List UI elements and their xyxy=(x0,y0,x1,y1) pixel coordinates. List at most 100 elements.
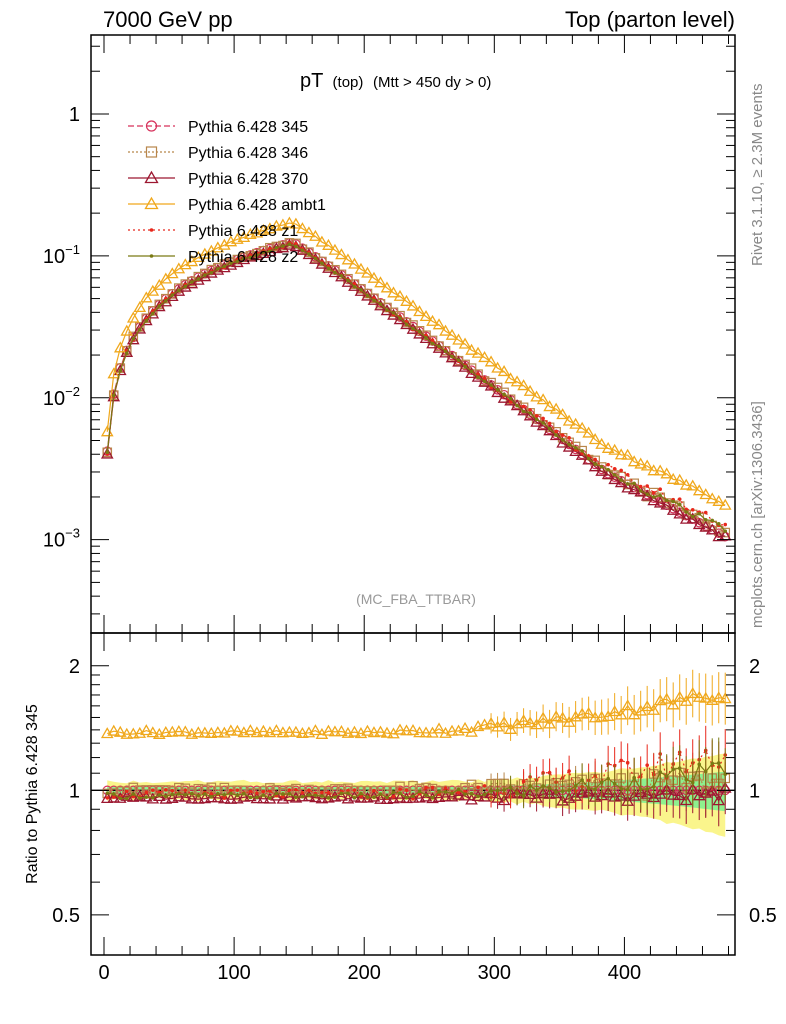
data-point xyxy=(322,238,335,250)
data-point xyxy=(294,244,298,249)
data-point xyxy=(281,244,285,248)
ratio-point xyxy=(281,795,285,799)
data-point xyxy=(536,393,550,405)
data-point xyxy=(510,399,524,411)
data-point xyxy=(504,372,517,384)
ratio-point xyxy=(242,791,246,796)
data-point xyxy=(348,257,361,269)
ratio-point xyxy=(307,788,311,792)
ratio-point xyxy=(439,790,452,802)
legend-marker xyxy=(144,196,159,210)
data-point xyxy=(621,448,634,460)
ratio-point xyxy=(187,787,197,798)
ratio-point xyxy=(244,724,257,736)
ratio-point xyxy=(469,791,474,796)
data-point xyxy=(443,349,448,354)
ratio-point xyxy=(413,726,426,738)
ratio-point xyxy=(309,724,322,736)
ratio-point xyxy=(554,790,558,794)
data-point xyxy=(326,266,331,271)
ratio-point xyxy=(556,711,569,723)
data-point xyxy=(458,337,472,349)
data-point xyxy=(339,274,344,278)
ratio-point xyxy=(326,796,331,800)
data-point xyxy=(521,409,526,414)
ratio-y-tick-label-right: 0.5 xyxy=(749,905,777,927)
data-point xyxy=(647,494,661,506)
data-point xyxy=(497,391,511,403)
data-point xyxy=(380,304,394,316)
data-point xyxy=(534,417,539,422)
data-point xyxy=(111,393,116,398)
ratio-point xyxy=(348,725,361,737)
data-point xyxy=(309,229,322,241)
ratio-point xyxy=(703,769,708,774)
ratio-point xyxy=(137,796,142,800)
data-point xyxy=(139,314,153,326)
data-point xyxy=(703,510,708,515)
data-point xyxy=(645,492,649,497)
series-z2 xyxy=(105,242,728,533)
data-point xyxy=(139,291,153,303)
data-point xyxy=(478,375,491,387)
data-point xyxy=(300,248,305,253)
ratio-point xyxy=(172,790,186,802)
plot-title: pT (top) (Mtt > 450 dy > 0) xyxy=(300,70,491,92)
data-point xyxy=(658,493,662,498)
ratio-point xyxy=(150,788,155,793)
series-line-ambt1 xyxy=(106,222,726,506)
ratio-point xyxy=(463,792,467,796)
data-point xyxy=(419,331,433,344)
ratio-point xyxy=(105,791,110,795)
data-point xyxy=(690,508,695,512)
ratio-point xyxy=(113,725,127,737)
ratio-point xyxy=(372,795,376,800)
data-point xyxy=(452,355,465,367)
ratio-point xyxy=(482,792,487,797)
data-point xyxy=(471,346,485,358)
data-point xyxy=(426,314,439,326)
legend-marker xyxy=(145,146,158,158)
data-point xyxy=(521,404,526,409)
ratio-point xyxy=(541,784,545,788)
data-point xyxy=(411,326,415,331)
ratio-point xyxy=(124,789,129,794)
header-left: 7000 GeV pp xyxy=(103,7,233,32)
ratio-point xyxy=(452,788,465,800)
ratio-point xyxy=(404,788,409,793)
main-plot-area xyxy=(100,216,732,542)
data-point xyxy=(352,282,357,286)
data-point xyxy=(653,496,667,508)
ratio-point xyxy=(621,699,634,711)
ratio-point xyxy=(216,791,220,796)
data-point xyxy=(309,252,322,264)
ratio-point xyxy=(380,792,394,805)
data-point xyxy=(638,484,643,489)
ratio-point xyxy=(443,786,448,790)
data-point xyxy=(528,408,532,412)
ratio-point xyxy=(627,789,641,801)
ratio-point xyxy=(261,789,266,794)
ratio-point xyxy=(710,761,715,766)
ratio-point xyxy=(562,715,576,727)
ratio-point xyxy=(504,722,517,734)
ratio-point xyxy=(536,711,550,723)
data-point xyxy=(482,379,487,384)
data-point xyxy=(625,482,630,486)
data-point xyxy=(216,266,220,271)
plot-title-main: pT xyxy=(300,70,323,92)
ratio-point xyxy=(393,723,407,735)
ratio-point xyxy=(463,789,467,794)
data-point xyxy=(543,424,556,436)
ratio-point xyxy=(185,792,199,804)
ratio-point xyxy=(712,794,726,806)
data-point xyxy=(679,478,693,490)
ratio-point xyxy=(406,724,420,736)
data-point xyxy=(530,390,543,402)
data-point xyxy=(374,299,387,311)
ratio-point xyxy=(692,690,706,702)
ratio-point xyxy=(229,788,233,793)
ratio-point xyxy=(349,785,360,796)
ratio-point xyxy=(497,794,511,806)
ratio-point xyxy=(150,796,155,800)
